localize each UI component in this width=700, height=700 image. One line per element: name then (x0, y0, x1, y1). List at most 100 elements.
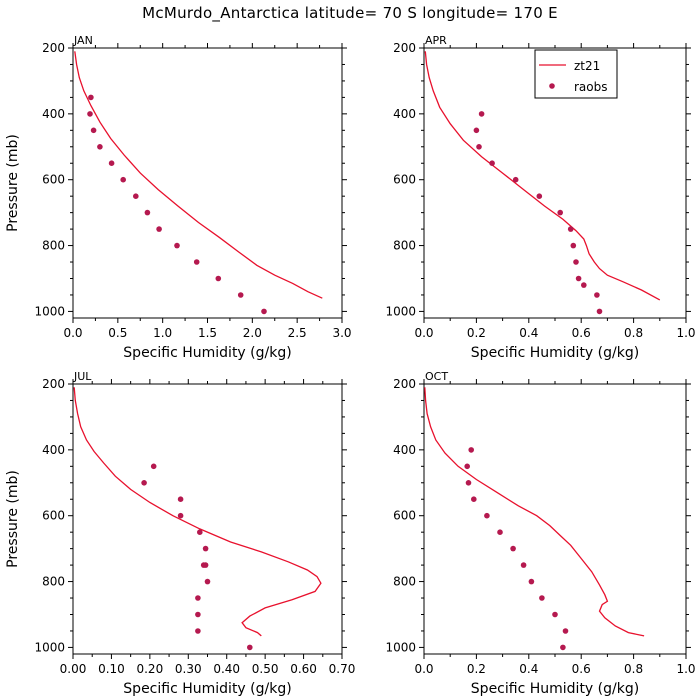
x-tick-label: 0.5 (108, 326, 127, 340)
y-tick-label: 400 (42, 443, 65, 457)
x-tick-label: 2.5 (288, 326, 307, 340)
x-tick-label: 1.0 (676, 662, 695, 676)
obs-point-oct (468, 447, 475, 453)
obs-point-jan (108, 160, 115, 166)
x-tick-label: 1.5 (198, 326, 217, 340)
obs-point-apr (567, 226, 574, 232)
figure-title: McMurdo_Antarctica latitude= 70 S longit… (142, 4, 558, 23)
x-tick-label: 0.2 (467, 662, 486, 676)
x-tick-label: 0.20 (136, 662, 163, 676)
y-tick-label: 800 (42, 575, 65, 589)
obs-point-oct (528, 578, 535, 585)
obs-point-apr (570, 242, 577, 249)
obs-point-apr (596, 308, 603, 315)
x-tick-label: 0.2 (467, 326, 486, 340)
obs-point-jul (195, 628, 201, 634)
panel-label-jul: JUL (73, 370, 92, 383)
plot-frame-jul (72, 383, 343, 655)
obs-point-oct (471, 496, 477, 503)
panel-label-apr: APR (425, 34, 447, 47)
obs-point-jul (202, 562, 209, 568)
panel-label-jan: JAN (73, 34, 93, 47)
obs-point-oct (562, 628, 569, 634)
y-tick-label: 600 (42, 509, 65, 523)
model-line-jul (73, 387, 322, 637)
obs-point-apr (573, 259, 579, 265)
y-axis-label-jul: Pressure (mb) (5, 470, 21, 568)
obs-point-jul (195, 595, 201, 601)
obs-point-jan (87, 111, 93, 117)
legend-label-model: zt21 (574, 59, 600, 73)
obs-point-jan (97, 144, 103, 150)
x-tick-label: 0.4 (519, 662, 538, 676)
x-tick-label: 0.30 (175, 662, 202, 676)
y-tick-label: 1000 (34, 304, 65, 318)
obs-point-jul (204, 578, 211, 585)
x-tick-label: 0.60 (290, 662, 317, 676)
y-tick-label: 1000 (385, 304, 416, 318)
obs-point-jul (150, 463, 157, 470)
obs-point-jul (202, 545, 209, 552)
obs-point-jan (133, 193, 139, 199)
y-tick-label: 600 (42, 173, 65, 187)
y-tick-label: 200 (393, 41, 416, 55)
obs-point-apr (594, 292, 600, 298)
legend-label-obs: raobs (574, 80, 608, 94)
y-tick-label: 800 (393, 575, 416, 589)
panel-apr: APR 200 400 600 800 1000 0.0 0.2 0.4 0.6 0.8 1.0 Spe… (385, 34, 695, 361)
obs-point-apr (476, 144, 482, 150)
obs-point-oct (497, 529, 503, 535)
y-tick-label: 800 (42, 239, 65, 253)
x-tick-label: 0.40 (213, 662, 240, 676)
obs-point-jul (247, 644, 253, 651)
y-tick-label: 200 (393, 377, 416, 391)
y-tick-label: 600 (393, 509, 416, 523)
obs-point-apr (581, 282, 587, 288)
obs-point-apr (575, 275, 582, 282)
x-tick-label: 0.10 (98, 662, 125, 676)
y-tick-label: 400 (42, 107, 65, 121)
obs-point-oct (510, 545, 516, 552)
x-tick-label: 0.4 (519, 326, 538, 340)
obs-point-oct (465, 480, 472, 486)
obs-point-oct (552, 611, 558, 618)
obs-point-jan (174, 242, 180, 249)
y-tick-label: 1000 (34, 640, 65, 654)
obs-point-jul (177, 512, 184, 519)
panels: JAN 200 400 600 800 1000 0.0 0.5 1.0 1.5 2.0 2.5 3.0… (5, 34, 696, 697)
y-tick-label: 200 (42, 377, 65, 391)
obs-point-apr (478, 111, 485, 117)
obs-point-jan (156, 226, 162, 232)
y-tick-label: 600 (393, 173, 416, 187)
x-tick-label: 0.0 (414, 662, 433, 676)
panel-oct: OCT 200 400 600 800 1000 0.0 0.2 0.4 0.6 0.8 1.0 Spe… (385, 370, 695, 697)
obs-point-jan (144, 209, 151, 216)
obs-point-apr (536, 193, 543, 199)
obs-point-jan (120, 176, 126, 183)
obs-point-jul (177, 496, 184, 503)
model-line-apr (424, 51, 661, 301)
x-axis-label-jan: Specific Humidity (g/kg) (123, 345, 291, 361)
obs-point-oct (484, 512, 490, 519)
obs-point-apr (473, 127, 480, 134)
x-tick-label: 0.50 (252, 662, 279, 676)
x-tick-label: 0.0 (63, 326, 82, 340)
x-tick-label: 0.70 (329, 662, 356, 676)
obs-point-apr (557, 209, 563, 216)
model-line-oct (424, 387, 645, 637)
model-line-jan (74, 51, 323, 299)
obs-point-jan (90, 127, 97, 134)
panel-label-oct: OCT (425, 370, 448, 383)
x-axis-label-apr: Specific Humidity (g/kg) (471, 345, 639, 361)
x-tick-label: 3.0 (332, 326, 351, 340)
obs-point-oct (560, 644, 566, 651)
obs-point-jan (237, 292, 244, 298)
x-tick-label: 1.0 (676, 326, 695, 340)
obs-point-jul (197, 529, 203, 535)
y-tick-label: 400 (393, 107, 416, 121)
x-tick-label: 2.0 (243, 326, 262, 340)
legend: zt21 raobs (534, 49, 618, 99)
obs-point-apr (489, 160, 495, 166)
y-tick-label: 400 (393, 443, 416, 457)
